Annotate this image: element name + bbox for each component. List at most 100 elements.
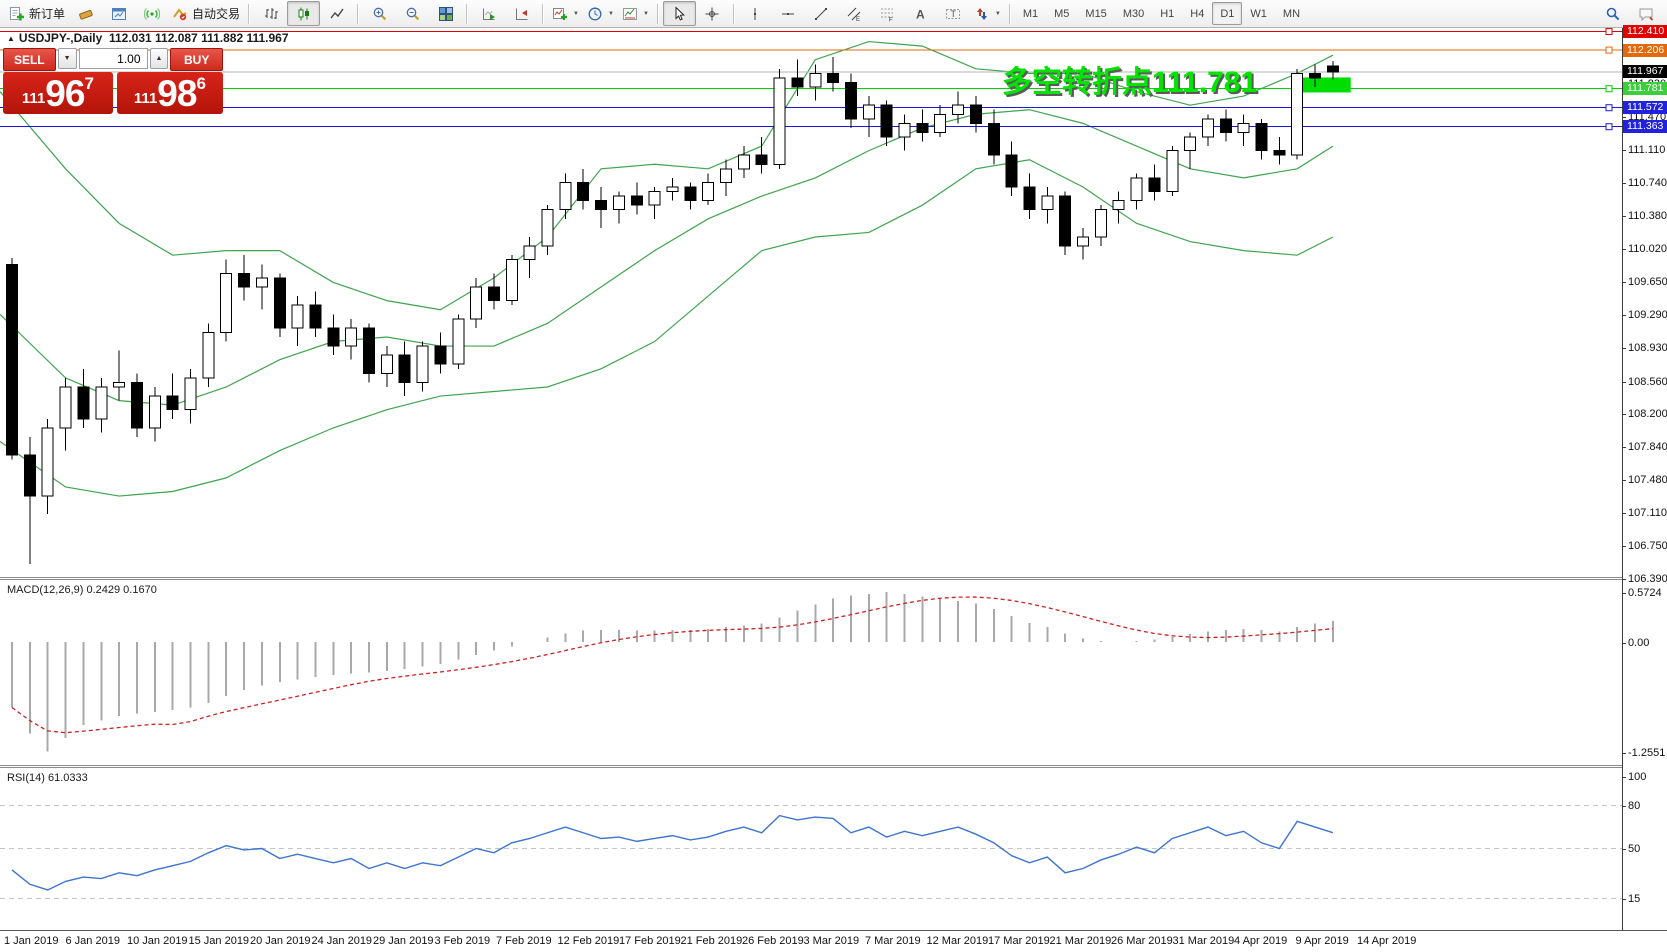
hline-marker[interactable]: [1605, 46, 1613, 54]
buy-price-big: 98: [157, 73, 197, 114]
chart-shift-button[interactable]: [505, 1, 538, 26]
macd-axis-tick: -1.2551: [1623, 747, 1665, 759]
candle-body: [1184, 136, 1197, 152]
buy-price-display[interactable]: 111 98 6: [116, 72, 223, 114]
candle-body: [416, 345, 429, 383]
chevron-down-icon[interactable]: ▼: [607, 10, 614, 17]
chevron-down-icon[interactable]: ▼: [573, 10, 579, 17]
candle-body: [95, 386, 108, 420]
candle-body: [202, 331, 215, 379]
toolbar-separator: [248, 3, 251, 24]
eraser-button[interactable]: [69, 1, 102, 26]
search-button[interactable]: [1596, 1, 1629, 26]
volume-input[interactable]: [78, 48, 148, 69]
candle-body: [77, 386, 90, 420]
volume-decrease-button[interactable]: ▼: [57, 48, 77, 69]
price-tick: 106.750: [1623, 540, 1667, 552]
collapse-arrow-icon[interactable]: ▲: [7, 34, 15, 43]
timeframe-h4-button[interactable]: H4: [1190, 7, 1205, 20]
candle-body: [791, 77, 804, 88]
date-label: 6 Jan 2019: [65, 935, 120, 947]
macd-pane[interactable]: [0, 580, 1622, 765]
bollinger-lower-band: [0, 159, 1334, 497]
candle-body: [1201, 118, 1214, 138]
candle-body: [737, 154, 750, 170]
bar-chart-button[interactable]: [254, 1, 287, 26]
indicators-button[interactable]: ▼: [548, 1, 583, 26]
autotrading-button[interactable]: 自动交易: [168, 1, 244, 26]
price-label-111.363: 111.363: [1623, 120, 1667, 134]
zoom-in-button[interactable]: [363, 1, 396, 26]
date-label: 3 Feb 2019: [434, 935, 491, 947]
candlestick-button[interactable]: [287, 1, 321, 26]
open-chart-button[interactable]: [102, 1, 135, 26]
chat-button[interactable]: [1629, 1, 1662, 26]
candle-body: [1237, 122, 1250, 133]
vertical-line-button[interactable]: [739, 1, 772, 26]
toolbar-separator: [357, 3, 360, 24]
equidistant-channel-button[interactable]: E: [838, 1, 871, 26]
trendline-button[interactable]: [805, 1, 838, 26]
timeframe-m5-button[interactable]: M5: [1054, 7, 1070, 20]
hline-marker[interactable]: [1605, 123, 1613, 131]
price-axis[interactable]: 111.830111.470111.110110.740110.380110.0…: [1622, 25, 1667, 930]
candle-body: [398, 354, 411, 383]
zoom-out-button[interactable]: [396, 1, 429, 26]
text-button[interactable]: A: [904, 1, 937, 26]
templates-button[interactable]: ▼: [618, 1, 653, 26]
crosshair-button[interactable]: [696, 1, 729, 26]
buy-price-sup: 6: [196, 74, 206, 93]
signals-button[interactable]: [135, 1, 168, 26]
rsi-splitter[interactable]: [0, 765, 1667, 768]
new-order-button[interactable]: 新订单: [5, 1, 69, 26]
candle-body: [452, 318, 465, 365]
periods-button[interactable]: ▼: [583, 1, 618, 26]
pivot-annotation-rect[interactable]: [1291, 77, 1351, 93]
timeframe-m15-button[interactable]: M15: [1085, 7, 1107, 20]
candlestick-chart[interactable]: [0, 28, 1622, 578]
date-axis[interactable]: 1 Jan 2019 6 Jan 2019 10 Jan 2019 15 Jan 20…: [0, 930, 1667, 952]
line-chart-button[interactable]: [320, 1, 353, 26]
sell-button[interactable]: SELL: [3, 48, 56, 71]
date-label: 14 Apr 2019: [1357, 935, 1417, 947]
buy-button[interactable]: BUY: [170, 48, 223, 71]
timeframe-w1-button[interactable]: W1: [1250, 7, 1267, 20]
candle-body: [255, 277, 268, 288]
timeframe-d1-button[interactable]: D1: [1212, 2, 1243, 25]
candle-body: [666, 186, 679, 193]
hline-marker[interactable]: [1605, 28, 1613, 36]
chart-shift-icon: [514, 6, 530, 22]
hline-marker[interactable]: [1605, 104, 1613, 112]
tile-windows-button[interactable]: [429, 1, 462, 26]
candle-body: [1166, 150, 1179, 193]
date-label: 12 Feb 2019: [557, 935, 620, 947]
timeframe-m1-button[interactable]: M1: [1022, 7, 1039, 20]
pivot-annotation-text[interactable]: 多空转折点111.781: [1002, 66, 1258, 99]
volume-increase-button[interactable]: ▲: [149, 48, 169, 69]
text-label-button[interactable]: T: [937, 1, 970, 26]
macd-splitter[interactable]: [0, 577, 1667, 580]
rsi-pane[interactable]: [0, 768, 1622, 930]
timeframe-mn-button[interactable]: MN: [1282, 7, 1301, 20]
arrows-button[interactable]: ▼: [970, 1, 1005, 26]
bar-chart-icon: [263, 6, 279, 22]
cursor-button[interactable]: [662, 1, 696, 26]
date-label: 26 Feb 2019: [742, 935, 804, 947]
candle-body: [916, 122, 929, 133]
fibonacci-button[interactable]: F: [871, 1, 904, 26]
sell-price-display[interactable]: 111 96 7: [3, 72, 113, 114]
hline-marker[interactable]: [1605, 85, 1613, 93]
candle-body: [23, 454, 36, 497]
toolbar-separator: [732, 3, 735, 24]
auto-scroll-button[interactable]: [472, 1, 505, 26]
trendline-icon: [813, 6, 829, 22]
macd-axis-tick: 0.00: [1623, 637, 1649, 649]
timeframe-h1-button[interactable]: H1: [1160, 7, 1175, 20]
main-chart-pane[interactable]: [0, 28, 1622, 578]
timeframe-m30-button[interactable]: M30: [1122, 7, 1145, 20]
candle-body: [612, 195, 625, 211]
candle-body: [434, 345, 447, 365]
horizontal-line-button[interactable]: [772, 1, 805, 26]
chevron-down-icon[interactable]: ▼: [994, 10, 1001, 17]
chevron-down-icon[interactable]: ▼: [642, 10, 649, 17]
